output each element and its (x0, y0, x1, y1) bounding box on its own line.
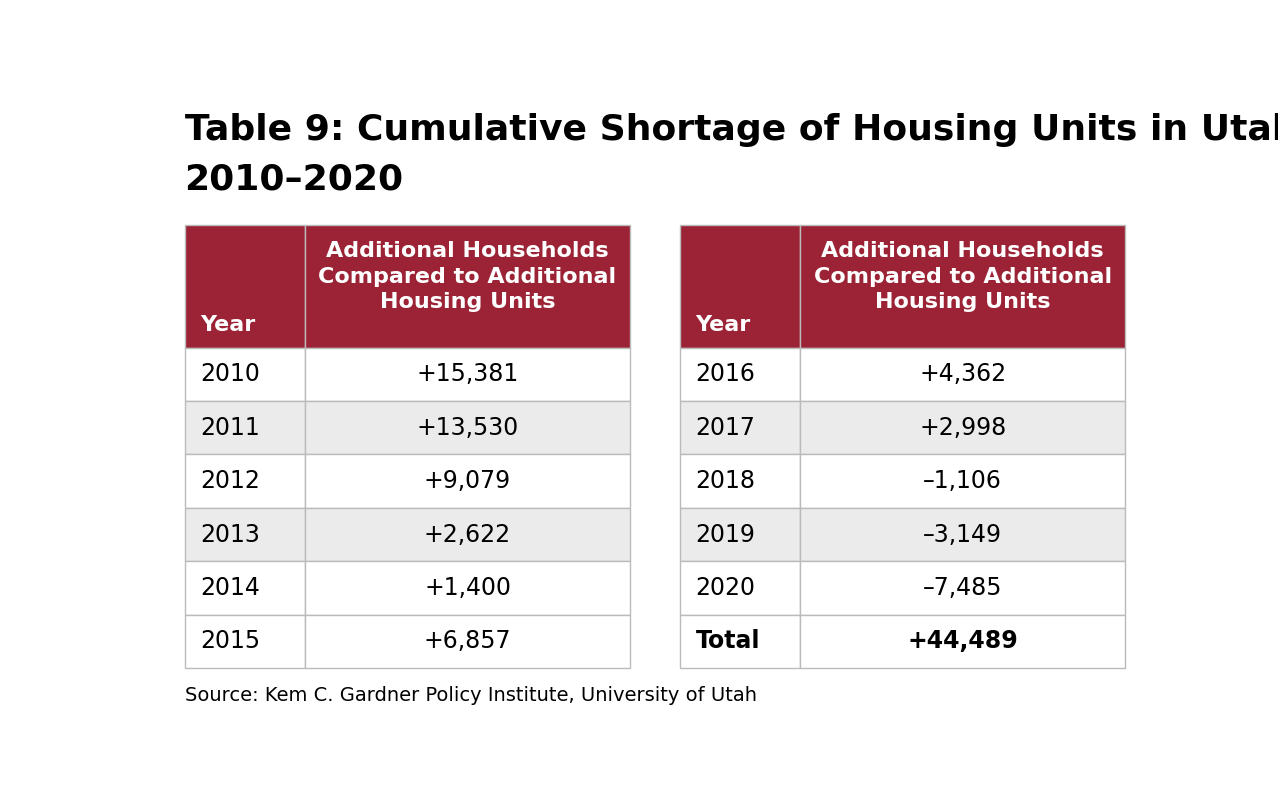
Bar (305, 347, 630, 401)
Text: +13,530: +13,530 (417, 416, 519, 440)
Bar (305, 401, 630, 454)
Text: Year: Year (695, 316, 750, 335)
Text: +6,857: +6,857 (424, 629, 511, 653)
Bar (184, 615, 305, 668)
Bar (680, 347, 800, 401)
Text: 2017: 2017 (695, 416, 755, 440)
Bar (305, 508, 630, 561)
Text: 2014: 2014 (201, 576, 259, 600)
Text: –1,106: –1,106 (923, 469, 1002, 493)
Bar (184, 561, 305, 615)
Bar (184, 508, 305, 561)
Text: –3,149: –3,149 (923, 522, 1002, 547)
Bar (680, 508, 800, 561)
Text: +1,400: +1,400 (424, 576, 511, 600)
Bar (680, 225, 800, 347)
Text: 2013: 2013 (201, 522, 259, 547)
Bar (800, 508, 1126, 561)
Text: +4,362: +4,362 (919, 362, 1006, 386)
Text: 2012: 2012 (201, 469, 259, 493)
Bar (800, 454, 1126, 508)
Bar (184, 347, 305, 401)
Text: Year: Year (201, 316, 256, 335)
Text: +2,622: +2,622 (424, 522, 511, 547)
Text: Source: Kem C. Gardner Policy Institute, University of Utah: Source: Kem C. Gardner Policy Institute,… (184, 686, 757, 706)
Text: Total: Total (695, 629, 760, 653)
Bar (800, 561, 1126, 615)
Text: +44,489: +44,489 (907, 629, 1019, 653)
Bar (680, 401, 800, 454)
Text: –7,485: –7,485 (923, 576, 1002, 600)
Bar (305, 561, 630, 615)
Text: +2,998: +2,998 (919, 416, 1006, 440)
Bar (305, 225, 630, 347)
Text: 2020: 2020 (695, 576, 755, 600)
Text: Additional Households
Compared to Additional
Housing Units: Additional Households Compared to Additi… (814, 241, 1112, 312)
Bar (680, 454, 800, 508)
Bar (680, 561, 800, 615)
Text: +9,079: +9,079 (424, 469, 511, 493)
Bar (680, 615, 800, 668)
Bar (800, 615, 1126, 668)
Text: +15,381: +15,381 (417, 362, 519, 386)
Bar (800, 347, 1126, 401)
Text: 2010: 2010 (201, 362, 259, 386)
Text: 2016: 2016 (695, 362, 755, 386)
Bar (184, 454, 305, 508)
Text: 2018: 2018 (695, 469, 755, 493)
Text: 2015: 2015 (201, 629, 261, 653)
Text: Table 9: Cumulative Shortage of Housing Units in Utah,: Table 9: Cumulative Shortage of Housing … (184, 113, 1278, 147)
Text: 2011: 2011 (201, 416, 259, 440)
Text: 2010–2020: 2010–2020 (184, 163, 404, 197)
Bar (305, 615, 630, 668)
Bar (800, 225, 1126, 347)
Text: Additional Households
Compared to Additional
Housing Units: Additional Households Compared to Additi… (318, 241, 616, 312)
Bar (305, 454, 630, 508)
Bar (800, 401, 1126, 454)
Text: 2019: 2019 (695, 522, 755, 547)
Bar (184, 401, 305, 454)
Bar (184, 225, 305, 347)
